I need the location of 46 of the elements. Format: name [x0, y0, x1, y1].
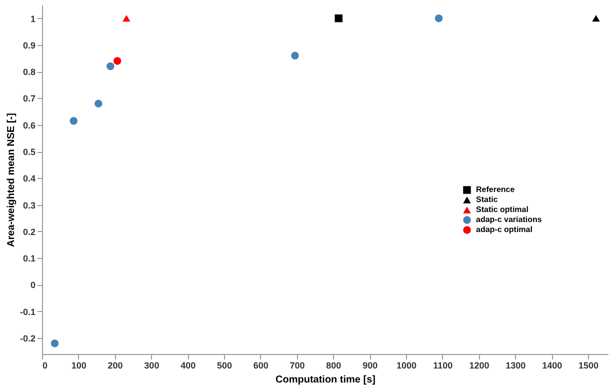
x-tick-label: 200: [108, 360, 123, 370]
legend-label: adap-c optimal: [476, 225, 532, 234]
y-tick-label: 0.6: [22, 120, 36, 130]
legend-label: adap-c variations: [476, 215, 542, 224]
x-tick-label: 0: [42, 360, 48, 370]
y-tick-label: -0.2: [20, 334, 36, 344]
legend-label: Static: [476, 195, 498, 204]
x-tick-label: 1500: [578, 360, 598, 370]
y-tick-label: 0.2: [22, 226, 36, 237]
x-tick-label: 500: [216, 360, 232, 370]
point: [334, 14, 343, 22]
y-tick-label: 0: [30, 280, 36, 290]
x-tick-label: 700: [290, 360, 305, 370]
x-tick-label: 1400: [542, 360, 562, 370]
y-axis-title: Area-weighted mean NSE [-]: [6, 113, 17, 247]
y-tick-label: 0.8: [22, 67, 36, 78]
point: [106, 62, 114, 70]
y-tick-label: 0.9: [22, 40, 36, 50]
legend-label: Static optimal: [476, 205, 528, 214]
point: [113, 57, 122, 65]
y-tick-label: -0.1: [20, 306, 36, 317]
point: [122, 14, 130, 22]
x-tick-label: 900: [362, 360, 378, 370]
x-tick-label: 1100: [433, 360, 453, 370]
point: [50, 339, 59, 348]
point: [291, 52, 299, 60]
legend-label: Reference: [476, 185, 516, 194]
x-tick-label: 1300: [506, 360, 526, 370]
y-tick-label: 0.7: [22, 94, 36, 104]
y-tick-label: 1: [30, 14, 36, 24]
y-tick-label: 0.5: [22, 147, 36, 158]
x-tick-label: 1200: [469, 360, 490, 370]
y-tick-label: 0.3: [22, 200, 36, 210]
x-tick-label: 600: [253, 360, 268, 370]
x-tick-label: 100: [71, 360, 86, 370]
x-tick-label: 1000: [396, 360, 417, 370]
point: [592, 14, 600, 22]
x-tick-label: 800: [326, 360, 342, 370]
y-tick-label: 0.1: [22, 254, 36, 264]
point: [434, 14, 443, 22]
point: [70, 117, 78, 125]
point: [94, 100, 102, 108]
x-axis-title: Computation time [s]: [276, 374, 376, 386]
x-tick-label: 400: [180, 360, 196, 370]
y-tick-label: 0.4: [22, 174, 36, 184]
x-tick-label: 300: [144, 360, 160, 370]
